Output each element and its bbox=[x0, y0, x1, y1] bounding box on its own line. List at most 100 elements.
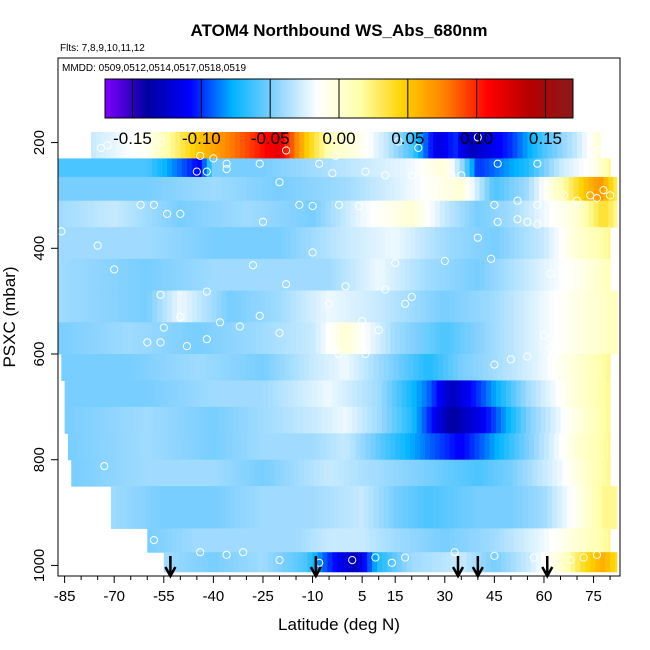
heatmap-cell bbox=[585, 552, 591, 573]
heatmap-cell bbox=[186, 322, 193, 355]
heatmap-cell bbox=[305, 176, 312, 202]
heatmap-cell bbox=[58, 176, 64, 202]
heatmap-cell bbox=[92, 258, 99, 292]
heatmap-cell bbox=[553, 258, 560, 292]
heatmap-cell bbox=[122, 322, 129, 355]
sample-point bbox=[282, 146, 291, 155]
heatmap-cell bbox=[296, 158, 302, 178]
heatmap-cell bbox=[172, 528, 178, 553]
heatmap-cell bbox=[249, 132, 256, 159]
heatmap-cell bbox=[415, 258, 421, 292]
heatmap-cell bbox=[428, 459, 434, 487]
heatmap-cell bbox=[226, 258, 233, 292]
heatmap-cell bbox=[177, 258, 183, 292]
heatmap-cell bbox=[562, 354, 568, 381]
heatmap-cell bbox=[117, 258, 124, 292]
heatmap-cell bbox=[67, 433, 74, 461]
heatmap-cell bbox=[395, 200, 401, 228]
heatmap-cell bbox=[573, 227, 580, 260]
heatmap-cell bbox=[390, 528, 396, 553]
heatmap-cell bbox=[211, 258, 218, 292]
heatmap-cell bbox=[177, 322, 183, 355]
heatmap-cell bbox=[388, 132, 395, 159]
heatmap-cell bbox=[206, 200, 213, 228]
heatmap-band bbox=[58, 158, 611, 178]
heatmap-cell bbox=[91, 354, 97, 381]
heatmap-cell bbox=[234, 459, 241, 487]
heatmap-cell bbox=[168, 380, 175, 408]
heatmap-cell bbox=[588, 290, 595, 323]
heatmap-cell bbox=[266, 158, 272, 178]
heatmap-cell bbox=[415, 200, 421, 228]
heatmap-cell bbox=[296, 258, 302, 292]
sample-point bbox=[381, 285, 390, 294]
heatmap-cell bbox=[560, 406, 567, 434]
flights-label: Flts: 7,8,9,10,11,12 bbox=[60, 43, 145, 54]
heatmap-cell bbox=[535, 406, 542, 434]
heatmap-cell bbox=[436, 406, 443, 434]
heatmap-band bbox=[147, 528, 611, 553]
heatmap-cell bbox=[238, 552, 244, 573]
heatmap-cell bbox=[464, 322, 471, 355]
heatmap-cell bbox=[216, 433, 223, 461]
heatmap-cell bbox=[249, 486, 256, 529]
x-tick-label: -25 bbox=[252, 588, 274, 605]
heatmap-cell bbox=[205, 459, 211, 487]
heatmap-cell bbox=[572, 459, 578, 487]
heatmap-cell bbox=[424, 158, 431, 178]
heatmap-cell bbox=[543, 433, 550, 461]
heatmap-cell bbox=[181, 528, 188, 553]
heatmap-cell bbox=[170, 132, 176, 159]
heatmap-cell bbox=[583, 200, 590, 228]
heatmap-cell bbox=[315, 227, 322, 260]
heatmap-cell bbox=[577, 132, 583, 159]
heatmap-cell bbox=[264, 354, 271, 381]
heatmap-cell bbox=[350, 258, 357, 292]
heatmap-cell bbox=[500, 406, 507, 434]
heatmap-cell bbox=[82, 433, 89, 461]
heatmap-cell bbox=[343, 486, 350, 529]
heatmap-cell bbox=[419, 158, 426, 178]
heatmap-cell bbox=[474, 227, 481, 260]
heatmap-cell bbox=[395, 158, 401, 178]
heatmap-cell bbox=[479, 200, 486, 228]
heatmap-cell bbox=[532, 354, 538, 381]
heatmap-cell bbox=[464, 433, 471, 461]
sample-point bbox=[572, 196, 582, 205]
heatmap-cell bbox=[294, 459, 300, 487]
heatmap-cell bbox=[198, 406, 205, 434]
heatmap-cell bbox=[459, 200, 466, 228]
heatmap-cell bbox=[119, 406, 125, 434]
heatmap-cell bbox=[195, 354, 201, 381]
heatmap-cell bbox=[107, 258, 114, 292]
heatmap-cell bbox=[226, 200, 233, 228]
heatmap-cell bbox=[315, 258, 322, 292]
heatmap-cell bbox=[340, 200, 347, 228]
x-tick-label: -85 bbox=[54, 588, 76, 605]
heatmap-cell bbox=[540, 380, 547, 408]
heatmap-cell bbox=[588, 176, 595, 202]
heatmap-cell bbox=[281, 528, 287, 553]
heatmap-cell bbox=[258, 406, 264, 434]
heatmap-cell bbox=[603, 528, 610, 553]
sample-point bbox=[143, 338, 152, 347]
heatmap-cell bbox=[512, 486, 519, 529]
heatmap-cell bbox=[416, 552, 423, 573]
heatmap-cell bbox=[519, 176, 525, 202]
heatmap-cell bbox=[542, 132, 548, 159]
heatmap-cell bbox=[471, 552, 477, 573]
heatmap-cell bbox=[236, 227, 243, 260]
heatmap-cell bbox=[512, 132, 519, 159]
heatmap-cell bbox=[563, 528, 570, 553]
heatmap-cell bbox=[494, 433, 500, 461]
heatmap-cell bbox=[218, 406, 224, 434]
heatmap-cell bbox=[319, 486, 325, 529]
heatmap-cell bbox=[555, 380, 562, 408]
sample-point bbox=[549, 537, 559, 546]
heatmap-cell bbox=[390, 227, 396, 260]
heatmap-cell bbox=[520, 552, 527, 573]
heatmap-cell bbox=[315, 200, 322, 228]
heatmap-cell bbox=[593, 200, 600, 228]
heatmap-cell bbox=[375, 258, 381, 292]
heatmap-cell bbox=[127, 322, 133, 355]
